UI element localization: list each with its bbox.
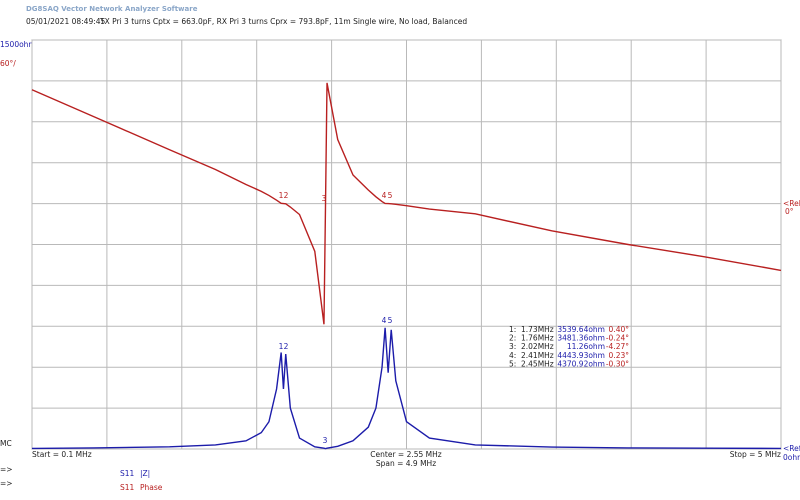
trace xyxy=(31,327,782,450)
legend-name: S11 xyxy=(120,469,135,478)
center-label: Center = 2.55 MHz xyxy=(370,450,441,459)
readout-freq: 2.02MHz xyxy=(521,342,554,351)
marker-label: 3 xyxy=(323,436,328,445)
readout-phase: -4.27° xyxy=(606,342,629,351)
trace xyxy=(31,82,782,325)
readout-impedance: 4370.92ohm xyxy=(557,359,605,368)
marker-labels: 1 2 3 4 5 1 2 3 4 5 xyxy=(279,191,393,445)
marker-label: 5 xyxy=(388,191,393,200)
start-label: Start = 0.1 MHz xyxy=(32,450,92,459)
readout-freq: 2.41MHz xyxy=(521,351,554,360)
readout-freq: 2.45MHz xyxy=(521,359,554,368)
marker-label: 2 xyxy=(284,342,289,351)
y2-ref: <Rel2 xyxy=(783,199,800,208)
date: 05/01/2021 08:49:45 xyxy=(26,17,106,26)
readout-phase: -0.30° xyxy=(606,359,629,368)
y2-scale: 60°/ xyxy=(0,59,16,68)
app-title: DG8SAQ Vector Network Analyzer Software xyxy=(26,5,198,13)
readout-impedance: 3539.64ohm xyxy=(557,325,605,334)
readout-impedance: 3481.36ohm xyxy=(557,334,605,343)
marker-label: 4 xyxy=(382,191,387,200)
marker-label: 5 xyxy=(388,316,393,325)
marker-label: 1 xyxy=(279,342,284,351)
readout-id: 3: xyxy=(509,342,516,351)
arrow: => xyxy=(0,465,13,474)
readout-phase: 0.40° xyxy=(609,325,630,334)
readout-id: 5: xyxy=(509,359,516,368)
arrow: => xyxy=(0,479,13,488)
readout-id: 2: xyxy=(509,334,516,343)
readout-impedance: 4443.93ohm xyxy=(557,351,605,360)
y2-ref-value: 0° xyxy=(785,207,794,216)
readout-freq: 1.73MHz xyxy=(521,325,554,334)
span-label: Span = 4.9 MHz xyxy=(376,459,436,468)
legend-trace: Phase xyxy=(140,483,163,492)
y-ref-value: 0ohm xyxy=(783,453,800,462)
readout-phase: -0.24° xyxy=(606,334,629,343)
readout-id: 1: xyxy=(509,325,516,334)
subtitle: TX Pri 3 turns Cptx = 663.0pF, RX Pri 3 … xyxy=(99,17,467,26)
marker-label: 4 xyxy=(382,316,387,325)
y-scale: 1500ohm/ xyxy=(0,40,39,49)
marker-label: 3 xyxy=(322,194,327,203)
readout-impedance: 11.26ohm xyxy=(567,342,605,351)
marker-label: 2 xyxy=(284,191,289,200)
stop-label: Stop = 5 MHz xyxy=(730,450,781,459)
legend-name: S11 xyxy=(120,483,135,492)
readout-phase: 0.23° xyxy=(609,351,630,360)
legend-trace: |Z| xyxy=(140,469,150,478)
readout-id: 4: xyxy=(509,351,516,360)
marker-label: 1 xyxy=(279,191,284,200)
mode: MC xyxy=(0,439,12,448)
marker-readout: 1: 1.73MHz 3539.64ohm 0.40° 2: 1.76MHz 3481.36… xyxy=(509,325,629,368)
y-ref: <Ref1 xyxy=(783,444,800,453)
readout-freq: 1.76MHz xyxy=(521,334,554,343)
plot xyxy=(31,39,782,450)
